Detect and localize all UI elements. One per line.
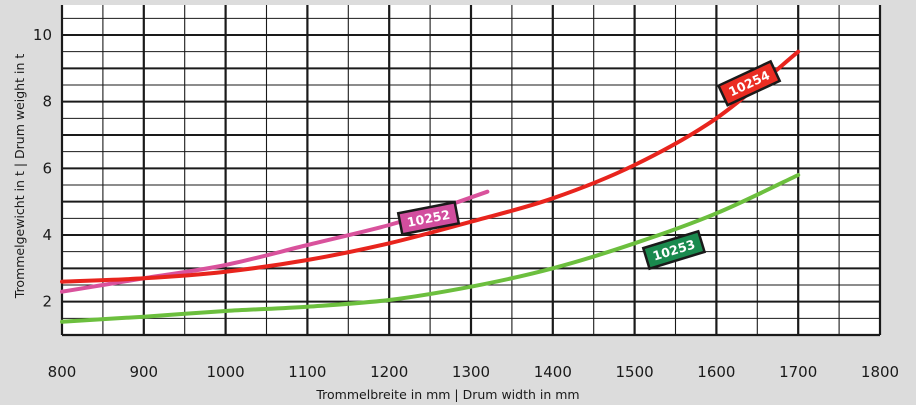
x-tick-label: 1200 xyxy=(370,363,408,381)
x-tick-label: 900 xyxy=(129,363,158,381)
x-axis-label: Trommelbreite in mm | Drum width in mm xyxy=(315,387,579,402)
y-axis-label: Trommelgewicht in t | Drum weight in t xyxy=(12,54,27,300)
series-line-10254 xyxy=(60,49,801,284)
y-tick-label: 4 xyxy=(42,226,52,244)
grid xyxy=(60,5,882,337)
series-tag-10253: 10253 xyxy=(641,229,707,271)
y-tick-label: 2 xyxy=(42,293,52,311)
series-tag-fill xyxy=(720,63,779,104)
series-tag-fill xyxy=(399,203,458,233)
y-tick-label: 6 xyxy=(42,159,52,177)
x-tick-label: 1400 xyxy=(534,363,572,381)
x-tick-label: 1100 xyxy=(288,363,326,381)
x-tick-label: 1700 xyxy=(779,363,817,381)
x-tick-label: 1000 xyxy=(207,363,245,381)
y-tick-label: 10 xyxy=(33,26,52,44)
series-tag-fill xyxy=(644,232,703,268)
series-line-10253 xyxy=(60,173,801,324)
x-tick-label: 1500 xyxy=(616,363,654,381)
y-tick-labels: 2 4 6 8 10 xyxy=(33,26,52,311)
x-tick-label: 1300 xyxy=(452,363,490,381)
x-tick-label: 800 xyxy=(48,363,77,381)
series-tag-10252: 10252 xyxy=(396,200,461,236)
x-tick-label: 1800 xyxy=(861,363,899,381)
y-tick-label: 8 xyxy=(42,93,52,111)
x-tick-label: 1600 xyxy=(697,363,735,381)
x-tick-labels: 800 900 1000 1100 1200 1300 1400 1500 1600 1700 18… xyxy=(48,363,899,381)
